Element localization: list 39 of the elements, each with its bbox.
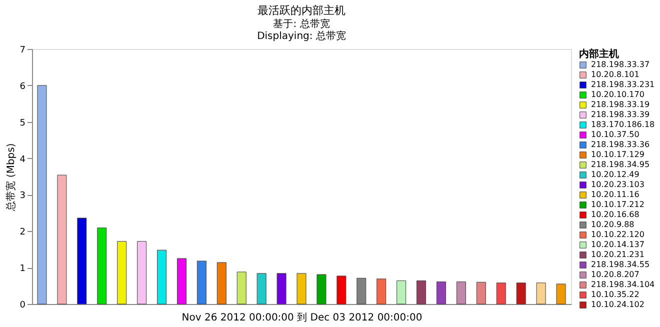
legend-label: 10.20.23.103 xyxy=(591,180,644,189)
y-tick-label: 6 xyxy=(20,82,26,92)
legend-label: 10.20.8.207 xyxy=(591,270,640,279)
legend-label: 10.10.37.50 xyxy=(591,130,640,139)
legend-label: 218.198.34.104 xyxy=(591,280,655,289)
legend-label: 10.10.22.120 xyxy=(591,230,644,239)
legend-label: 10.20.11.16 xyxy=(591,190,640,199)
legend-label: 218.198.33.19 xyxy=(591,100,650,109)
chart-title: 最活跃的内部主机 xyxy=(258,4,346,17)
y-axis-title: 总带宽 (Mbps) xyxy=(4,143,17,212)
legend-label: 10.20.8.101 xyxy=(591,70,640,79)
x-axis-title: Nov 26 2012 00:00:00 到 Dec 03 2012 00:00:00 xyxy=(182,312,422,324)
legend-label: 218.198.34.55 xyxy=(591,260,650,269)
legend-label: 218.198.33.39 xyxy=(591,110,650,119)
legend-label: 10.20.21.231 xyxy=(591,250,644,259)
legend-label: 218.198.33.37 xyxy=(591,60,650,69)
legend-label: 183.170.186.18 xyxy=(591,120,655,129)
legend-label: 10.10.35.22 xyxy=(591,290,640,299)
legend-label: 218.198.34.95 xyxy=(591,160,650,169)
y-tick-label: 7 xyxy=(20,46,26,56)
legend-label: 10.20.16.68 xyxy=(591,210,640,219)
legend-label: 10.10.24.102 xyxy=(591,300,644,309)
y-tick-label: 0 xyxy=(20,300,26,310)
legend-label: 10.10.17.212 xyxy=(591,200,644,209)
legend-label: 10.20.10.170 xyxy=(591,90,644,99)
legend-label: 10.20.14.137 xyxy=(591,240,644,249)
legend-label: 218.198.33.231 xyxy=(591,80,655,89)
legend-label: 10.20.12.49 xyxy=(591,170,640,179)
legend-label: 218.198.33.36 xyxy=(591,140,650,149)
text: Displaying: 总带宽 xyxy=(257,31,346,42)
y-tick-label: 2 xyxy=(20,228,26,238)
y-tick-label: 3 xyxy=(20,191,26,202)
legend-title: 内部主机 xyxy=(579,48,619,60)
y-tick-label: 4 xyxy=(20,154,26,165)
legend-label: 10.20.9.88 xyxy=(591,220,634,229)
y-tick-label: 5 xyxy=(20,118,26,128)
legend-label: 10.10.17.129 xyxy=(591,150,644,159)
y-tick-label: 1 xyxy=(20,264,26,274)
text: 基于: 总带宽 xyxy=(273,19,330,30)
